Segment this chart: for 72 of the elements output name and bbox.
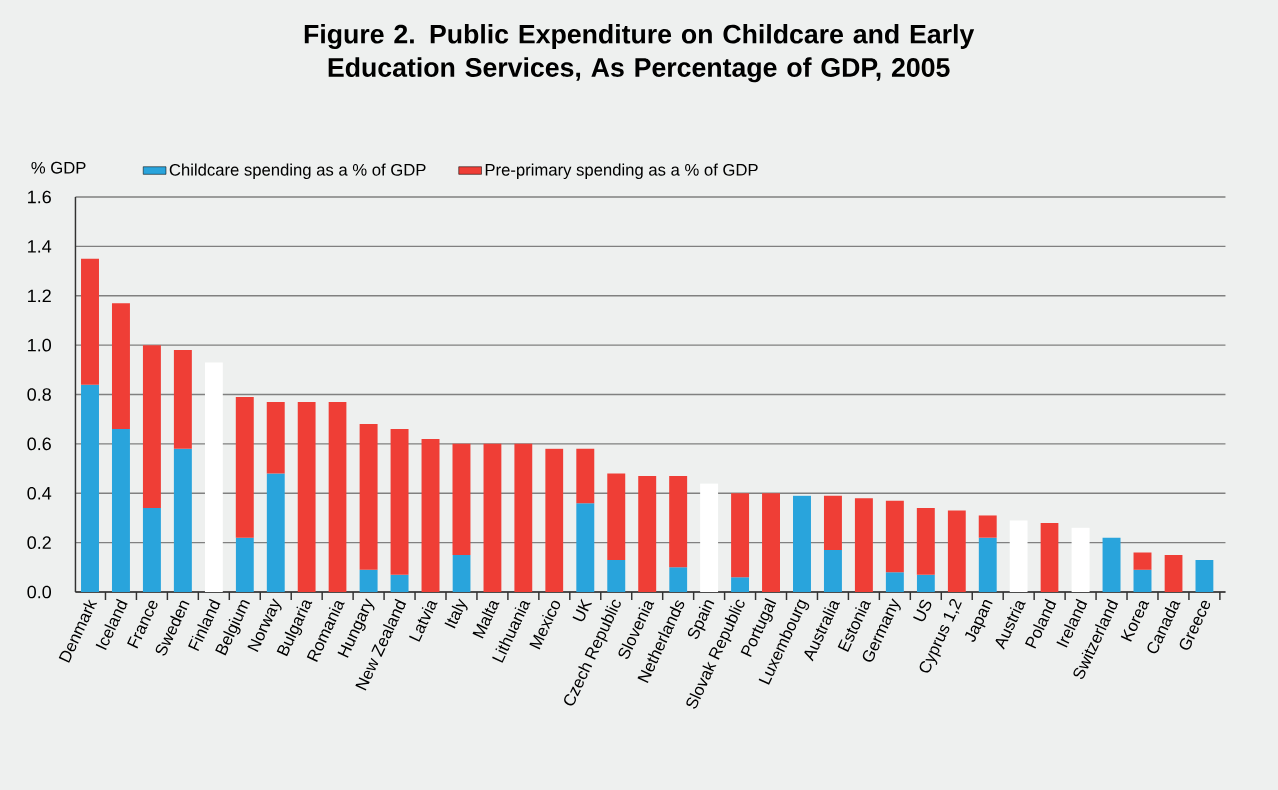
- bar: [638, 475, 657, 592]
- bar: [297, 401, 316, 592]
- bar: [142, 508, 161, 592]
- y-tick-label: 1.6: [28, 190, 51, 204]
- bar: [607, 473, 626, 560]
- bar: [978, 515, 997, 538]
- bar: [762, 493, 781, 592]
- bar: [81, 258, 99, 385]
- y-tick-label: 0.6: [27, 437, 51, 451]
- bar: [916, 508, 935, 575]
- bar: [607, 559, 626, 592]
- bar: [452, 443, 471, 555]
- bar: [173, 448, 192, 592]
- bar: [235, 537, 254, 592]
- chart-title: Figure 2. Public Expenditure on Childcare and Early Education Services, As Percentage of GDP, 2005: [304, 24, 975, 83]
- bar: [1195, 559, 1214, 592]
- x-tick-label: Korea: [1120, 600, 1150, 642]
- bar: [669, 475, 688, 568]
- y-tick-label: 1.4: [28, 240, 52, 253]
- bar: [885, 572, 904, 592]
- bar: [204, 362, 223, 592]
- legend-label: Childcare spending as a % of GDP: [169, 163, 426, 180]
- bar: [359, 569, 378, 592]
- bar: [576, 448, 595, 504]
- x-tick-label: Italy: [444, 598, 468, 629]
- bar: [514, 443, 533, 592]
- bar: [978, 537, 997, 592]
- bar: [947, 510, 966, 592]
- bar: [731, 493, 750, 578]
- bar: [1133, 569, 1152, 592]
- bar: [1009, 520, 1028, 592]
- bar: [1071, 527, 1090, 592]
- bar: [452, 554, 471, 592]
- bar: [142, 345, 161, 509]
- bar: [111, 429, 130, 592]
- bar: [390, 574, 409, 592]
- bar: [1102, 537, 1121, 592]
- y-tick-label: 0.4: [27, 486, 52, 500]
- bar: [266, 401, 285, 474]
- y-tick-label: 0.8: [27, 388, 51, 401]
- bar: [823, 495, 842, 551]
- y-tick-label: 0.0: [27, 585, 52, 599]
- y-axis-title: % GDP: [31, 161, 86, 174]
- x-tick-label: US: [913, 599, 932, 622]
- y-tick-label: 0.2: [27, 536, 51, 549]
- bar: [793, 495, 811, 592]
- bar: [916, 574, 935, 592]
- bar: [885, 500, 904, 573]
- bar: [731, 577, 750, 592]
- bar: [359, 424, 378, 570]
- bar: [1133, 552, 1152, 570]
- bar: [328, 401, 347, 592]
- bar: [483, 443, 502, 592]
- bar: [235, 396, 254, 538]
- bar: [854, 498, 873, 592]
- bar: [111, 303, 130, 430]
- legend-label: Pre-primary spending as a % of GDP: [485, 163, 758, 180]
- bar: [1040, 522, 1059, 592]
- x-tick-label: Japan: [964, 600, 993, 642]
- bar: [823, 550, 842, 592]
- bar: [700, 483, 719, 592]
- y-tick-label: 1.2: [28, 289, 51, 303]
- bar: [1164, 554, 1183, 592]
- bar: [576, 503, 595, 592]
- bar: [421, 438, 440, 592]
- bar: [173, 350, 192, 449]
- bar: [669, 567, 688, 592]
- bar: [545, 448, 564, 592]
- y-tick-label: 1.0: [28, 338, 52, 352]
- bar: [390, 429, 409, 575]
- bar: [81, 384, 99, 592]
- bar: [266, 473, 285, 592]
